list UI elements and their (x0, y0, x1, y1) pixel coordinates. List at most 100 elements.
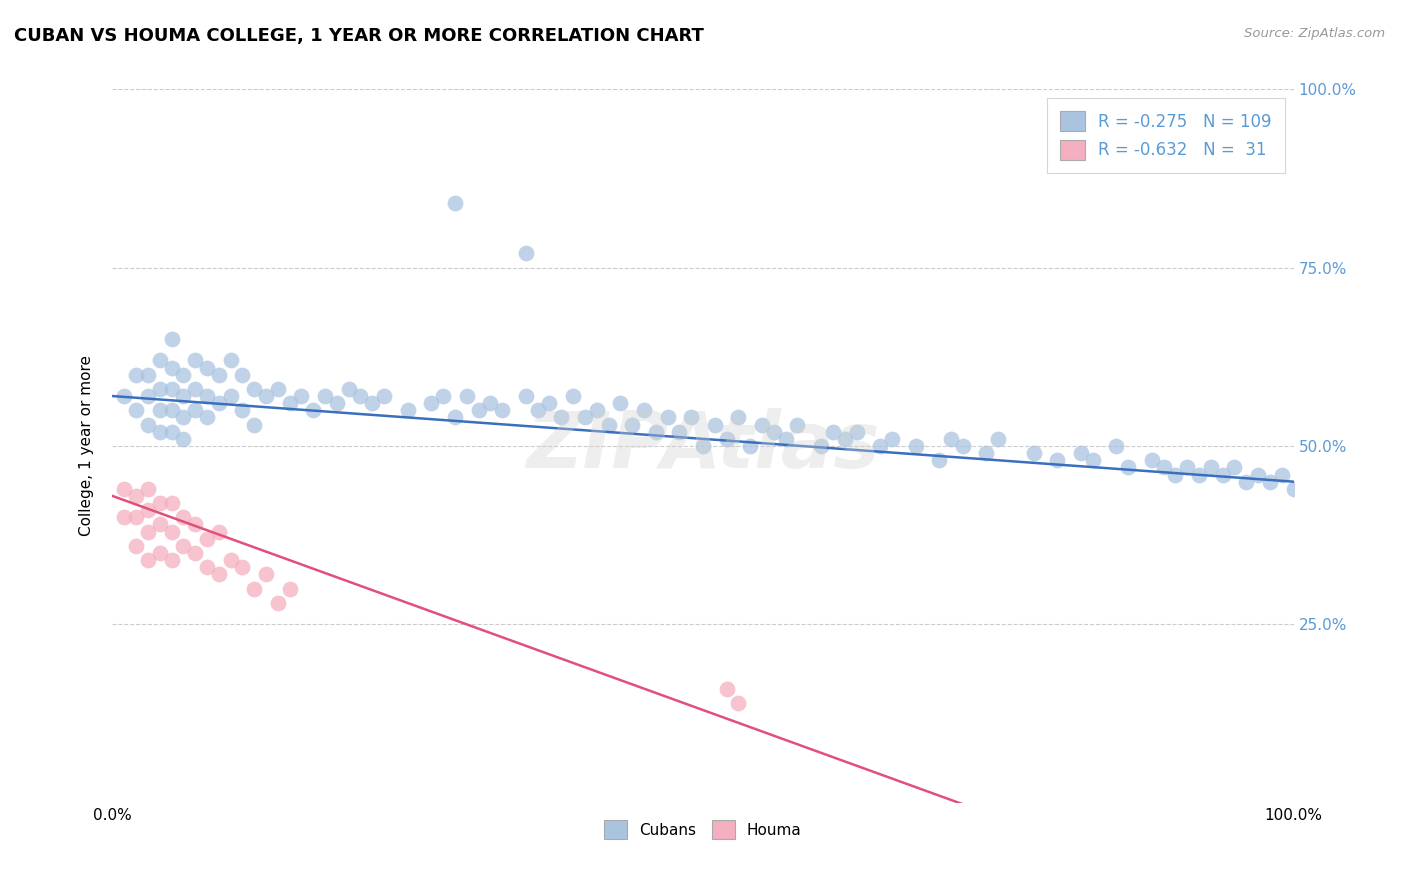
Point (526, 403, 548, 417)
Point (349, 389, 371, 403)
Point (219, 353, 242, 368)
Point (231, 560, 253, 574)
Point (952, 439, 974, 453)
Point (1070, 446, 1092, 460)
Point (1175, 460, 1198, 475)
Text: Source: ZipAtlas.com: Source: ZipAtlas.com (1244, 27, 1385, 40)
Point (609, 396, 631, 410)
Point (267, 596, 290, 610)
Point (373, 389, 395, 403)
Point (633, 403, 655, 417)
Point (562, 389, 585, 403)
Point (668, 425, 690, 439)
Point (740, 439, 762, 453)
Point (149, 403, 172, 417)
Point (290, 389, 312, 403)
Point (184, 403, 207, 417)
Point (326, 396, 349, 410)
Point (1022, 446, 1045, 460)
Point (716, 681, 738, 696)
Point (1258, 475, 1281, 489)
Point (550, 410, 572, 425)
Point (149, 353, 172, 368)
Point (314, 389, 336, 403)
Point (243, 582, 266, 596)
Point (703, 417, 725, 432)
Point (515, 389, 537, 403)
Point (491, 403, 513, 417)
Point (160, 382, 183, 396)
Point (644, 425, 666, 439)
Text: ZIPAtlas: ZIPAtlas (526, 408, 880, 484)
Point (479, 396, 502, 410)
Point (208, 396, 231, 410)
Point (160, 524, 183, 539)
Point (432, 389, 454, 403)
Point (149, 546, 172, 560)
Point (195, 410, 218, 425)
Point (172, 389, 194, 403)
Point (219, 553, 242, 567)
Point (1188, 467, 1211, 482)
Point (149, 517, 172, 532)
Point (125, 489, 148, 503)
Point (125, 539, 148, 553)
Point (172, 368, 194, 382)
Point (231, 403, 253, 417)
Point (149, 496, 172, 510)
Point (136, 503, 159, 517)
Point (112, 482, 135, 496)
Point (337, 382, 360, 396)
Point (160, 332, 183, 346)
Point (987, 432, 1010, 446)
Point (396, 403, 419, 417)
Point (136, 524, 159, 539)
Point (219, 389, 242, 403)
Point (515, 246, 537, 260)
Point (538, 396, 561, 410)
Point (456, 389, 478, 403)
Point (184, 546, 207, 560)
Point (1153, 460, 1175, 475)
Point (751, 417, 773, 432)
Point (1212, 467, 1234, 482)
Point (585, 403, 607, 417)
Point (657, 410, 679, 425)
Point (762, 425, 785, 439)
Point (243, 382, 266, 396)
Point (727, 696, 749, 710)
Point (160, 496, 183, 510)
Point (845, 425, 868, 439)
Point (195, 560, 218, 574)
Point (125, 510, 148, 524)
Point (834, 432, 856, 446)
Point (231, 368, 253, 382)
Point (727, 410, 749, 425)
Point (208, 524, 231, 539)
Point (1105, 439, 1128, 453)
Point (444, 196, 467, 211)
Point (1282, 482, 1305, 496)
Point (869, 439, 891, 453)
Point (208, 567, 231, 582)
Point (267, 382, 290, 396)
Point (160, 360, 183, 375)
Point (1081, 453, 1104, 467)
Point (361, 396, 384, 410)
Point (420, 396, 443, 410)
Point (302, 403, 325, 417)
Point (112, 510, 135, 524)
Point (1223, 460, 1246, 475)
Point (775, 432, 797, 446)
Text: CUBAN VS HOUMA COLLEGE, 1 YEAR OR MORE CORRELATION CHART: CUBAN VS HOUMA COLLEGE, 1 YEAR OR MORE C… (14, 27, 704, 45)
Point (125, 368, 148, 382)
Point (136, 389, 159, 403)
Point (160, 425, 183, 439)
Point (1116, 460, 1139, 475)
Point (1164, 467, 1187, 482)
Point (184, 517, 207, 532)
Y-axis label: College, 1 year or more: College, 1 year or more (79, 356, 94, 536)
Point (1140, 453, 1163, 467)
Point (1271, 467, 1294, 482)
Point (149, 425, 172, 439)
